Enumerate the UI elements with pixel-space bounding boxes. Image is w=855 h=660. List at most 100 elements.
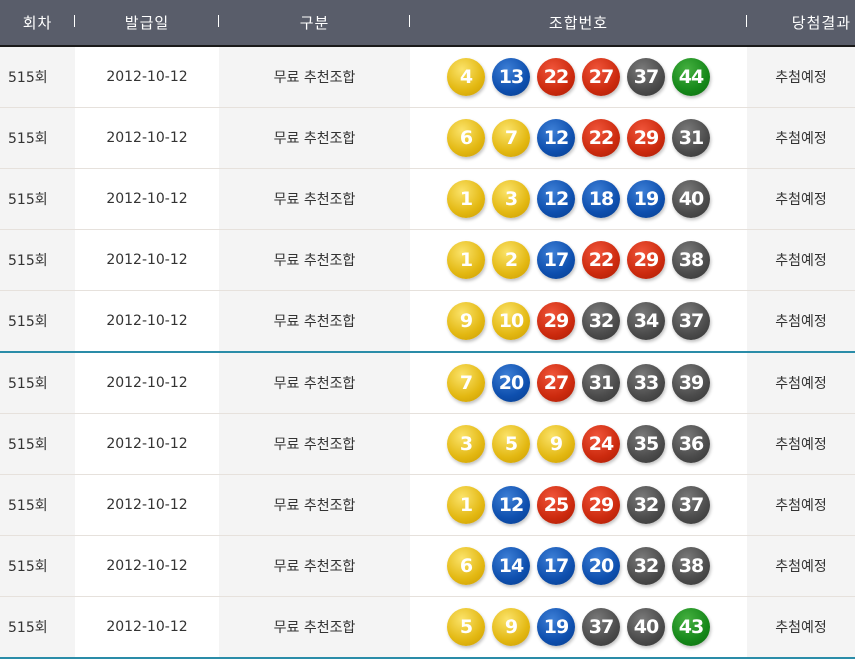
lotto-ball: 5 <box>492 425 530 463</box>
table-row: 515회 2012-10-12 무료 추천조합 4 13 22 27 37 44 추첨예정 <box>0 46 855 108</box>
lotto-ball: 34 <box>627 302 665 340</box>
table-row: 515회 2012-10-12 무료 추천조합 1 3 12 18 19 40 추첨예정 <box>0 168 855 230</box>
type-cell: 무료 추천조합 <box>219 107 410 169</box>
date-cell: 2012-10-12 <box>75 474 219 536</box>
numbers-cell: 6 7 12 22 29 31 <box>410 107 747 169</box>
lotto-ball: 12 <box>537 180 575 218</box>
date-cell: 2012-10-12 <box>75 535 219 597</box>
numbers-cell: 5 9 19 37 40 43 <box>410 596 747 659</box>
lotto-ball: 29 <box>537 302 575 340</box>
lotto-ball: 18 <box>582 180 620 218</box>
table-row: 515회 2012-10-12 무료 추천조합 3 5 9 24 35 36 추첨예정 <box>0 413 855 475</box>
lotto-ball: 19 <box>627 180 665 218</box>
result-cell: 추첨예정 <box>747 352 855 414</box>
header-numbers: 조합번호 <box>410 0 747 47</box>
numbers-cell: 1 3 12 18 19 40 <box>410 168 747 230</box>
lotto-ball: 29 <box>627 241 665 279</box>
lotto-ball: 44 <box>672 58 710 96</box>
result-cell: 추첨예정 <box>747 474 855 536</box>
lotto-ball: 19 <box>537 608 575 646</box>
lotto-ball: 6 <box>447 547 485 585</box>
lotto-ball: 9 <box>447 302 485 340</box>
lotto-ball: 12 <box>537 119 575 157</box>
lotto-ball: 5 <box>447 608 485 646</box>
numbers-cell: 1 2 17 22 29 38 <box>410 229 747 291</box>
lotto-ball: 32 <box>627 486 665 524</box>
lotto-ball: 7 <box>447 364 485 402</box>
lotto-ball: 35 <box>627 425 665 463</box>
round-cell: 515회 <box>0 107 75 169</box>
lotto-ball: 43 <box>672 608 710 646</box>
date-cell: 2012-10-12 <box>75 46 219 108</box>
lotto-ball: 10 <box>492 302 530 340</box>
lotto-ball: 27 <box>582 58 620 96</box>
lotto-ball: 1 <box>447 486 485 524</box>
lotto-ball: 9 <box>492 608 530 646</box>
table-row: 515회 2012-10-12 무료 추천조합 6 14 17 20 32 38 추첨예정 <box>0 535 855 597</box>
table-row: 515회 2012-10-12 무료 추천조합 1 2 17 22 29 38 추첨예정 <box>0 229 855 291</box>
lotto-ball: 32 <box>582 302 620 340</box>
numbers-cell: 9 10 29 32 34 37 <box>410 290 747 353</box>
lotto-ball: 17 <box>537 547 575 585</box>
table-row: 515회 2012-10-12 무료 추천조합 7 20 27 31 33 39 추첨예정 <box>0 352 855 414</box>
round-cell: 515회 <box>0 352 75 414</box>
result-cell: 추첨예정 <box>747 229 855 291</box>
result-cell: 추첨예정 <box>747 290 855 353</box>
numbers-cell: 6 14 17 20 32 38 <box>410 535 747 597</box>
round-cell: 515회 <box>0 168 75 230</box>
lotto-ball: 12 <box>492 486 530 524</box>
lotto-ball: 7 <box>492 119 530 157</box>
result-cell: 추첨예정 <box>747 596 855 659</box>
lotto-ball: 1 <box>447 180 485 218</box>
table-row: 515회 2012-10-12 무료 추천조합 9 10 29 32 34 37 추첨예정 <box>0 290 855 353</box>
lotto-ball: 31 <box>582 364 620 402</box>
lotto-ball: 17 <box>537 241 575 279</box>
type-cell: 무료 추천조합 <box>219 46 410 108</box>
lotto-ball: 6 <box>447 119 485 157</box>
header-result: 당첨결과 <box>747 0 855 47</box>
lotto-ball: 37 <box>627 58 665 96</box>
lotto-ball: 20 <box>492 364 530 402</box>
result-cell: 추첨예정 <box>747 107 855 169</box>
numbers-cell: 1 12 25 29 32 37 <box>410 474 747 536</box>
type-cell: 무료 추천조합 <box>219 535 410 597</box>
header-date: 발급일 <box>75 0 219 47</box>
header-round: 회차 <box>0 0 75 47</box>
table-row: 515회 2012-10-12 무료 추천조합 5 9 19 37 40 43 추첨예정 <box>0 596 855 659</box>
lotto-ball: 38 <box>672 241 710 279</box>
lotto-ball: 36 <box>672 425 710 463</box>
lotto-ball: 22 <box>582 119 620 157</box>
type-cell: 무료 추천조합 <box>219 474 410 536</box>
lotto-ball: 25 <box>537 486 575 524</box>
result-cell: 추첨예정 <box>747 535 855 597</box>
table-row: 515회 2012-10-12 무료 추천조합 1 12 25 29 32 37 추첨예정 <box>0 474 855 536</box>
numbers-cell: 4 13 22 27 37 44 <box>410 46 747 108</box>
lotto-ball: 29 <box>582 486 620 524</box>
lotto-ball: 9 <box>537 425 575 463</box>
round-cell: 515회 <box>0 290 75 353</box>
lotto-ball: 2 <box>492 241 530 279</box>
numbers-cell: 7 20 27 31 33 39 <box>410 352 747 414</box>
lotto-ball: 40 <box>672 180 710 218</box>
type-cell: 무료 추천조합 <box>219 352 410 414</box>
numbers-cell: 3 5 9 24 35 36 <box>410 413 747 475</box>
lotto-ball: 14 <box>492 547 530 585</box>
lotto-ball: 24 <box>582 425 620 463</box>
lotto-ball: 13 <box>492 58 530 96</box>
round-cell: 515회 <box>0 413 75 475</box>
date-cell: 2012-10-12 <box>75 290 219 353</box>
round-cell: 515회 <box>0 474 75 536</box>
lotto-ball: 37 <box>672 486 710 524</box>
lotto-ball: 39 <box>672 364 710 402</box>
type-cell: 무료 추천조합 <box>219 229 410 291</box>
result-cell: 추첨예정 <box>747 46 855 108</box>
result-cell: 추첨예정 <box>747 413 855 475</box>
header-type: 구분 <box>219 0 410 47</box>
type-cell: 무료 추천조합 <box>219 168 410 230</box>
table-row: 515회 2012-10-12 무료 추천조합 6 7 12 22 29 31 추첨예정 <box>0 107 855 169</box>
date-cell: 2012-10-12 <box>75 229 219 291</box>
lotto-ball: 1 <box>447 241 485 279</box>
lotto-ball: 27 <box>537 364 575 402</box>
lotto-ball: 37 <box>582 608 620 646</box>
